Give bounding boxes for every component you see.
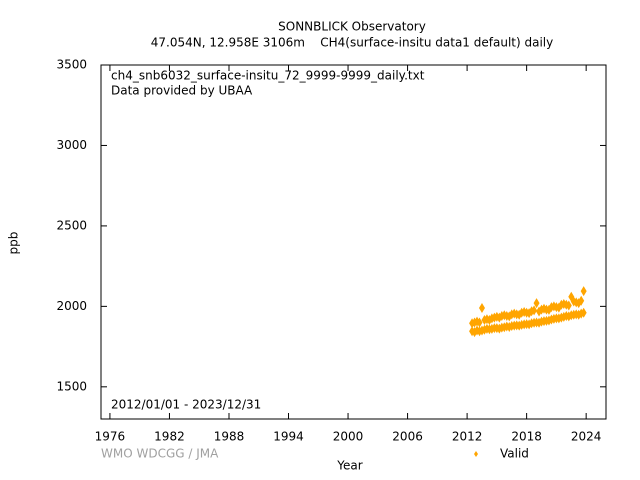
x-axis-label: Year bbox=[336, 459, 362, 473]
x-tick-label: 2000 bbox=[333, 430, 364, 444]
plot-frame bbox=[100, 64, 607, 420]
y-tick-label: 3000 bbox=[56, 138, 87, 152]
data-point bbox=[478, 302, 485, 313]
y-tick-label: 2000 bbox=[56, 299, 87, 313]
x-tick-label: 2012 bbox=[452, 430, 483, 444]
chart-title: SONNBLICK Observatory bbox=[278, 20, 426, 34]
x-tick-label: 1976 bbox=[95, 430, 126, 444]
data-point bbox=[506, 321, 513, 332]
x-tick-label: 1994 bbox=[273, 430, 304, 444]
data-point bbox=[506, 311, 513, 322]
x-tick-label: 2018 bbox=[511, 430, 542, 444]
legend-label: Valid bbox=[500, 447, 529, 461]
annotation: ch4_snb6032_surface-insitu_72_9999-9999_… bbox=[111, 69, 425, 83]
x-tick-label: 1988 bbox=[214, 430, 245, 444]
annotation: 2012/01/01 - 2023/12/31 bbox=[111, 398, 261, 412]
data-point bbox=[476, 317, 483, 328]
x-tick-label: 2006 bbox=[392, 430, 423, 444]
y-tick-label: 1500 bbox=[56, 379, 87, 393]
y-tick-label: 2500 bbox=[56, 218, 87, 232]
y-tick-label: 3500 bbox=[56, 58, 87, 72]
legend-marker bbox=[474, 451, 478, 457]
data-point bbox=[533, 298, 540, 309]
annotation: Data provided by UBAA bbox=[111, 84, 253, 98]
data-point bbox=[531, 305, 538, 316]
x-tick-label: 1982 bbox=[154, 430, 185, 444]
y-axis-label: ppb bbox=[7, 232, 21, 255]
data-point bbox=[578, 295, 585, 306]
x-tick-label: 2024 bbox=[571, 430, 602, 444]
chart-subtitle: 47.054N, 12.958E 3106m CH4(surface-insit… bbox=[151, 36, 553, 50]
data-point bbox=[565, 300, 572, 311]
data-point bbox=[580, 286, 587, 297]
credit: WMO WDCGG / JMA bbox=[101, 447, 219, 461]
data-point bbox=[580, 307, 587, 318]
